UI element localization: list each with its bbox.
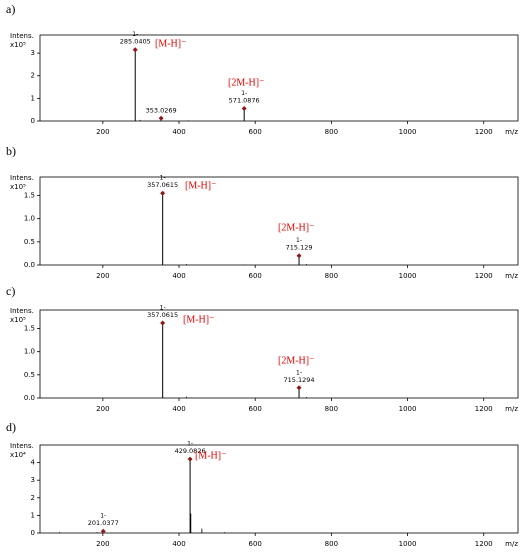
y-tick-label: 1.5 <box>24 192 35 200</box>
x-tick-label: 800 <box>325 128 338 136</box>
x-tick-label: 1200 <box>475 128 493 136</box>
peak-mz-label: 715.129 <box>286 244 313 252</box>
x-tick-label: 600 <box>249 405 262 413</box>
x-tick-label: 1000 <box>399 272 417 280</box>
ion-annotation: [M-H]⁻ <box>183 314 214 325</box>
y-tick-label: 4 <box>31 459 36 467</box>
y-tick-label: 0.0 <box>24 394 35 402</box>
y-tick-label: 1.5 <box>24 325 35 333</box>
y-tick-label: 0 <box>31 117 35 125</box>
peak-marker <box>241 106 247 112</box>
y-tick-label: 1 <box>31 511 35 519</box>
y-tick-label: 2 <box>31 494 35 502</box>
plot-frame <box>39 34 519 122</box>
y-tick-label: 0 <box>31 529 35 537</box>
x-tick-label: 200 <box>96 128 109 136</box>
y-tick-label: 0.0 <box>24 261 35 269</box>
peak-charge: 1- <box>241 90 247 97</box>
ion-annotation: [M-H]⁻ <box>185 180 216 191</box>
x-tick-label: 400 <box>172 540 185 548</box>
ion-annotation: [2M-H]⁻ <box>228 77 264 88</box>
plot-frame <box>39 444 519 534</box>
y-tick-label: 3 <box>31 476 35 484</box>
x-tick-label: 200 <box>96 405 109 413</box>
peak-marker <box>100 528 106 534</box>
ion-annotation: [M-H]⁻ <box>195 450 226 461</box>
panel-label: a) <box>6 2 15 16</box>
peak-mz-label: 353.0269 <box>146 106 177 114</box>
y-axis-unit: x10⁵ <box>10 183 26 191</box>
peak-marker <box>296 253 302 259</box>
peak-mz-label: 429.0826 <box>175 447 206 455</box>
peak-mz-label: 357.0615 <box>147 311 178 319</box>
x-tick-label: 400 <box>172 128 185 136</box>
peak-mz-label: 285.0405 <box>120 38 151 46</box>
peak-marker <box>296 385 302 391</box>
x-tick-label: 1000 <box>399 405 417 413</box>
y-axis-label: Intens. <box>10 32 34 40</box>
x-tick-label: 600 <box>249 540 262 548</box>
peak-marker <box>160 320 166 326</box>
y-tick-label: 3 <box>31 49 35 57</box>
peak-mz-label: 571.0876 <box>229 97 260 105</box>
y-tick-label: 1 <box>31 94 35 102</box>
panel-label: d) <box>6 420 16 434</box>
y-axis-unit: x10⁵ <box>10 41 26 49</box>
y-axis-label: Intens. <box>10 307 34 315</box>
peak-charge: 1- <box>187 441 193 448</box>
x-tick-label: 800 <box>325 405 338 413</box>
peak-mz-label: 357.0615 <box>147 181 178 189</box>
x-axis-label: m/z <box>505 128 518 136</box>
x-tick-label: 400 <box>172 272 185 280</box>
peak-charge: 1- <box>100 513 106 520</box>
x-tick-label: 600 <box>249 272 262 280</box>
peak-charge: 1- <box>296 237 302 244</box>
peak-charge: 1- <box>160 175 166 182</box>
x-axis-label: m/z <box>505 272 518 280</box>
peak-charge: 1- <box>132 31 138 38</box>
x-tick-label: 1000 <box>399 128 417 136</box>
peak-marker <box>160 190 166 196</box>
y-axis-unit: x10⁴ <box>10 451 26 459</box>
ion-annotation: [2M-H]⁻ <box>278 222 314 233</box>
panel-label: b) <box>6 144 16 158</box>
x-tick-label: 200 <box>96 540 109 548</box>
peak-marker <box>132 47 138 53</box>
plot-frame <box>39 176 519 266</box>
x-axis-label: m/z <box>505 405 518 413</box>
ion-annotation: [2M-H]⁻ <box>278 355 314 366</box>
ion-annotation: [M-H]⁻ <box>155 38 186 49</box>
y-tick-label: 1.0 <box>24 348 35 356</box>
peak-marker <box>187 456 193 462</box>
peak-marker <box>158 115 164 121</box>
peak-mz-label: 201.0377 <box>88 519 119 527</box>
x-tick-label: 1200 <box>475 405 493 413</box>
x-tick-label: 200 <box>96 272 109 280</box>
x-tick-label: 800 <box>325 272 338 280</box>
x-tick-label: 1000 <box>399 540 417 548</box>
y-axis-label: Intens. <box>10 174 34 182</box>
y-tick-label: 0.5 <box>24 371 35 379</box>
y-tick-label: 1.0 <box>24 215 35 223</box>
x-tick-label: 400 <box>172 405 185 413</box>
x-axis-label: m/z <box>505 540 518 548</box>
plot-frame <box>39 309 519 399</box>
x-tick-label: 600 <box>249 128 262 136</box>
peak-mz-label: 715.1294 <box>284 376 315 384</box>
peak-charge: 1- <box>160 304 166 311</box>
panel-label: c) <box>6 284 15 298</box>
x-tick-label: 1200 <box>475 272 493 280</box>
x-tick-label: 1200 <box>475 540 493 548</box>
x-tick-label: 800 <box>325 540 338 548</box>
y-axis-unit: x10⁵ <box>10 316 26 324</box>
y-tick-label: 0.5 <box>24 238 35 246</box>
y-tick-label: 2 <box>31 72 35 80</box>
y-axis-label: Intens. <box>10 442 34 450</box>
peak-charge: 1- <box>296 369 302 376</box>
